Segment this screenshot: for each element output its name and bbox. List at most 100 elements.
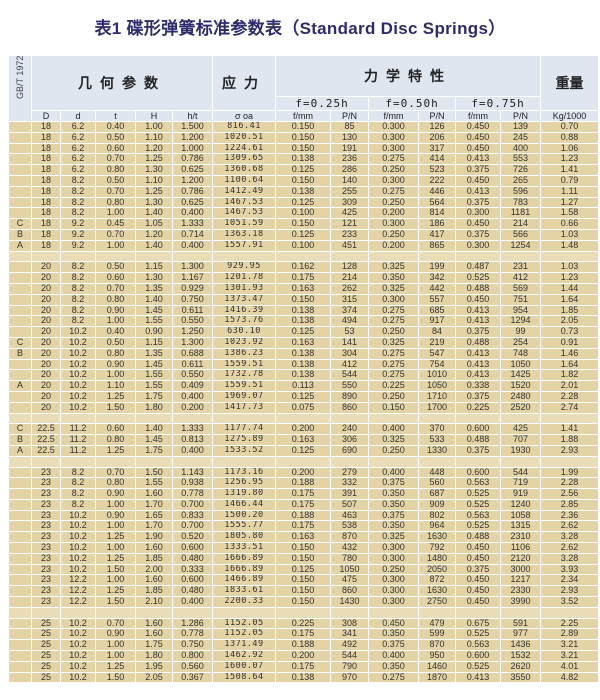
cell-p1-n: 412 (330, 358, 370, 371)
cell-p1-n: 780 (330, 552, 370, 565)
cell-weight: 3.21 (540, 639, 600, 652)
cell-f3-mm: 0.450 (455, 131, 502, 144)
cell-p2-n: 560 (418, 477, 457, 490)
cell-height: 1.75 (135, 390, 173, 403)
cell-p3-n: 1217 (500, 574, 542, 587)
cell-p1-n: 233 (330, 228, 370, 241)
cell-p3-n: 214 (500, 218, 542, 230)
cell-d-inner: 6.2 (60, 153, 96, 166)
cell-f2-mm: 0.275 (368, 153, 420, 166)
series-cell (8, 574, 32, 587)
cell-p2-n: 1630 (418, 585, 457, 598)
series-cell: B (8, 347, 32, 360)
cell-stress: 1201.78 (212, 272, 277, 284)
cell-p2-n: 1710 (418, 390, 457, 403)
cell-d-inner: 11.2 (60, 444, 96, 457)
cell-h-t-ratio: 0.688 (171, 347, 214, 360)
cell-p1-n: 85 (330, 121, 370, 133)
cell-p2-n: 446 (418, 185, 457, 198)
cell-f3-mm: 0.563 (455, 477, 502, 490)
cell-h-t-ratio: 1.143 (171, 466, 214, 479)
cell-p3-n: 748 (500, 347, 542, 360)
cell-h-t-ratio: 1.300 (171, 336, 214, 349)
cell-d-inner: 10.2 (60, 531, 96, 544)
cell-d-outer: 18 (31, 185, 61, 198)
cell-d-inner: 8.2 (60, 466, 96, 479)
cell-weight: 4.01 (540, 660, 600, 673)
cell-h-t-ratio: 0.778 (171, 488, 214, 500)
series-cell (8, 552, 32, 565)
cell-f3-mm: 0.450 (455, 174, 502, 187)
table-row: 18 6.2 0.40 1.00 1.500 816.41 0.150 85 0.300 126 0… (8, 121, 600, 133)
cell-p3-n: 1058 (500, 509, 542, 522)
cell-stress: 1360.68 (212, 164, 277, 176)
cell-d-inner: 10.2 (60, 336, 96, 349)
cell-p2-n: 342 (418, 272, 457, 284)
cell-h-t-ratio: 0.800 (171, 650, 214, 662)
empty-cell (330, 412, 370, 425)
cell-p1-n: 315 (330, 293, 370, 306)
cell-d-inner: 6.2 (60, 164, 96, 176)
cell-d-outer: 23 (31, 488, 61, 500)
cell-p3-n: 783 (500, 196, 542, 209)
cell-f2-mm: 0.250 (368, 228, 420, 241)
cell-d-outer: 23 (31, 552, 61, 565)
cell-p1-n: 538 (330, 520, 370, 533)
cell-d-inner: 8.2 (60, 304, 96, 317)
cell-p1-n: 308 (330, 617, 370, 630)
cell-f2-mm: 0.200 (368, 207, 420, 220)
cell-h-t-ratio: 0.600 (171, 574, 214, 587)
cell-p1-n: 140 (330, 174, 370, 187)
cell-stress: 1600.07 (212, 660, 277, 673)
cell-p1-n: 262 (330, 282, 370, 295)
cell-stress: 1666.89 (212, 563, 277, 576)
cell-weight: 1.99 (540, 466, 600, 479)
cell-p1-n: 53 (330, 326, 370, 338)
cell-p3-n: 2520 (500, 401, 542, 414)
cell-weight: 3.52 (540, 596, 600, 608)
series-cell (8, 488, 32, 500)
cell-d-inner: 10.2 (60, 401, 96, 414)
empty-cell (540, 412, 600, 425)
cell-height: 1.80 (135, 401, 173, 414)
table-row: 20 8.2 0.90 1.45 0.611 1416.39 0.138 374 0.275 68… (8, 304, 600, 317)
cell-h-t-ratio: 0.520 (171, 531, 214, 544)
cell-stress: 1573.76 (212, 315, 277, 328)
empty-cell (275, 606, 332, 619)
cell-p3-n: 231 (500, 261, 542, 274)
cell-d-inner: 8.2 (60, 207, 96, 220)
cell-p3-n: 569 (500, 282, 542, 295)
cell-stress: 1152.05 (212, 617, 277, 630)
cell-f2-mm: 0.350 (368, 660, 420, 673)
cell-thickness: 0.80 (95, 347, 136, 360)
cell-stress: 1309.65 (212, 153, 277, 166)
column-header-weight: Kg/1000 (540, 110, 600, 122)
cell-stress: 1969.07 (212, 390, 277, 403)
series-cell (8, 563, 32, 576)
cell-weight: 3.28 (540, 552, 600, 565)
cell-f3-mm: 0.450 (455, 585, 502, 598)
cell-f1-mm: 0.200 (275, 650, 332, 662)
table-row: 25 10.2 1.25 1.95 0.560 1600.07 0.175 790 0.350 1… (8, 660, 600, 673)
cell-d-inner: 10.2 (60, 358, 96, 371)
cell-d-outer: 20 (31, 369, 61, 382)
cell-p1-n: 970 (330, 671, 370, 684)
cell-f3-mm: 0.413 (455, 358, 502, 371)
cell-weight: 2.28 (540, 390, 600, 403)
cell-p2-n: 370 (418, 423, 457, 436)
cell-d-outer: 23 (31, 509, 61, 522)
cell-p1-n: 309 (330, 196, 370, 209)
empty-cell (368, 606, 420, 619)
series-cell (8, 153, 32, 166)
cell-h-t-ratio: 1.286 (171, 617, 214, 630)
empty-cell (135, 606, 173, 619)
cell-height: 1.40 (135, 423, 173, 436)
series-cell (8, 596, 32, 608)
cell-stress: 1373.47 (212, 293, 277, 306)
cell-d-inner: 10.2 (60, 380, 96, 392)
cell-thickness: 1.00 (95, 574, 136, 587)
cell-p1-n: 121 (330, 218, 370, 230)
cell-h-t-ratio: 0.929 (171, 282, 214, 295)
table-row: 20 10.2 1.00 1.55 0.550 1732.78 0.138 544 0.275 1… (8, 369, 600, 382)
cell-d-outer: 20 (31, 326, 61, 338)
